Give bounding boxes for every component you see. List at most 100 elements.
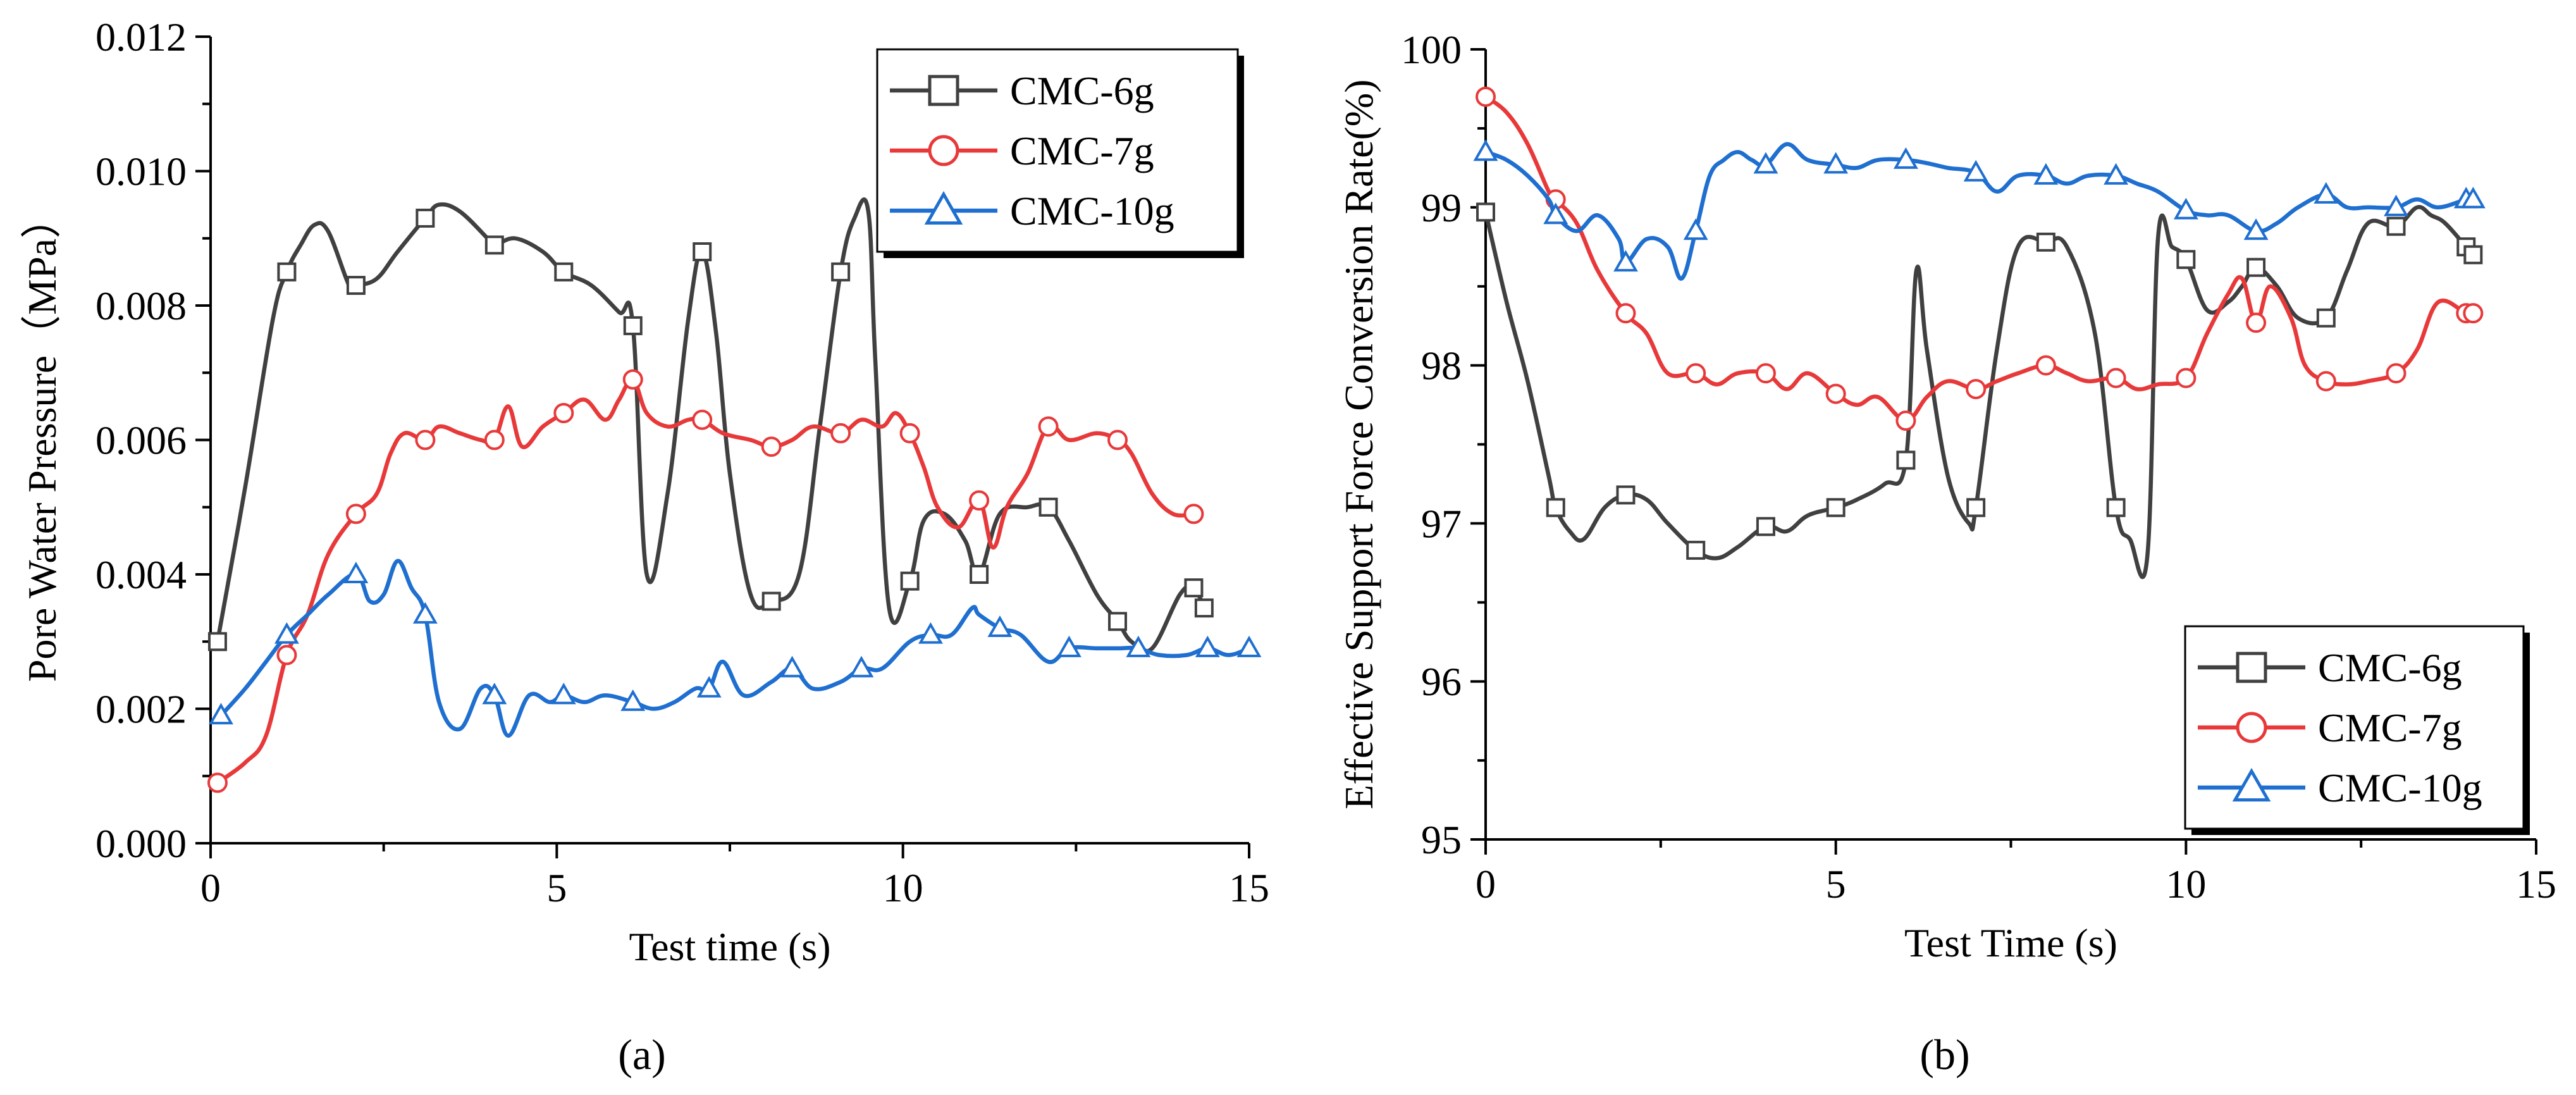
data-point-CMC-10g: [208, 703, 233, 725]
x-tick-label: 0: [200, 865, 221, 910]
data-point-CMC-10g: [918, 622, 943, 644]
data-point-CMC-6g: [1476, 202, 1495, 222]
y-tick-label: 96: [1421, 659, 1462, 704]
x-tick-label: 15: [2516, 862, 2556, 906]
x-tick-label: 5: [1826, 862, 1846, 906]
data-point-CMC-10g: [696, 676, 722, 698]
data-point-CMC-10g: [1963, 159, 1988, 182]
y-tick-label: 0.010: [96, 149, 187, 194]
data-point-CMC-6g: [2036, 232, 2055, 252]
data-point-CMC-6g: [1108, 612, 1128, 631]
legend-label: CMC-10g: [2318, 765, 2482, 810]
y-tick-label: 95: [1421, 817, 1462, 862]
series-CMC-10g: [1473, 139, 2486, 281]
data-point-CMC-6g: [1756, 517, 1775, 536]
data-point-CMC-6g: [1896, 450, 1916, 470]
series-line-CMC-6g: [1486, 205, 2475, 579]
legend-marker-CMC-7g: [2236, 712, 2267, 743]
data-point-CMC-10g: [1056, 635, 1082, 657]
data-point-CMC-7g: [1966, 379, 1987, 400]
legend: CMC-6g CMC-7g CMC-10g: [2184, 625, 2530, 835]
data-point-CMC-10g: [620, 689, 646, 711]
data-point-CMC-10g: [1236, 635, 1262, 657]
data-point-CMC-7g: [1685, 363, 1706, 384]
data-point-CMC-6g: [2106, 498, 2126, 517]
y-tick-label: 0.004: [96, 552, 187, 597]
x-tick-label: 10: [883, 865, 923, 910]
data-point-CMC-7g: [1038, 416, 1059, 437]
data-point-CMC-6g: [761, 591, 781, 611]
legend-label: CMC-7g: [2318, 705, 2462, 750]
series-CMC-7g: [207, 369, 1204, 793]
legend-label: CMC-7g: [1010, 128, 1154, 173]
legend-label: CMC-6g: [1010, 68, 1154, 113]
data-point-CMC-10g: [2033, 163, 2059, 185]
y-tick-label: 99: [1421, 185, 1462, 230]
data-point-CMC-10g: [1753, 152, 1778, 174]
data-point-CMC-7g: [2315, 371, 2336, 392]
data-point-CMC-6g: [2176, 250, 2196, 269]
data-point-CMC-6g: [1184, 578, 1204, 598]
y-tick-label: 0.012: [96, 15, 187, 59]
data-point-CMC-7g: [2246, 312, 2267, 333]
series-line-CMC-10g: [219, 559, 1252, 738]
x-axis-title: Test Time (s): [1904, 920, 2117, 965]
legend-marker-CMC-10g: [2232, 767, 2271, 801]
data-point-CMC-10g: [482, 683, 507, 705]
data-point-CMC-10g: [1473, 139, 1498, 161]
data-point-CMC-7g: [899, 423, 920, 443]
data-point-CMC-7g: [1755, 363, 1776, 384]
y-tick-label: 100: [1401, 27, 1462, 72]
x-tick-label: 5: [546, 865, 567, 910]
data-point-CMC-7g: [276, 645, 297, 665]
data-point-CMC-6g: [2463, 245, 2483, 264]
data-point-CMC-10g: [1126, 635, 1151, 657]
data-point-CMC-10g: [1543, 202, 1568, 225]
data-point-CMC-10g: [2173, 197, 2198, 220]
data-point-CMC-7g: [345, 504, 366, 524]
data-point-CMC-6g: [623, 316, 643, 335]
data-point-CMC-10g: [2314, 182, 2339, 204]
data-point-CMC-10g: [412, 602, 438, 624]
chart-panel-b: 0 5 10 15 95 96 97 98 99 100 Test Time (s) Effectiv…: [1336, 27, 2556, 965]
data-point-CMC-7g: [622, 369, 643, 390]
data-point-CMC-6g: [693, 242, 712, 261]
data-point-CMC-7g: [1825, 383, 1846, 404]
data-point-CMC-6g: [277, 262, 297, 281]
data-point-CMC-6g: [970, 565, 989, 584]
x-tick-label: 15: [1229, 865, 1269, 910]
legend-label: CMC-6g: [2318, 645, 2462, 690]
chart-panel-a: 0 5 10 15 0.000 0.002 0.004 0.006 0.008 0.010 0.01…: [20, 15, 1269, 969]
data-point-CMC-6g: [1966, 498, 1986, 517]
series-CMC-7g: [1476, 86, 2484, 431]
data-point-CMC-10g: [2243, 218, 2269, 240]
data-point-CMC-10g: [2104, 163, 2129, 185]
legend-marker-CMC-6g: [928, 75, 959, 106]
data-point-CMC-6g: [1546, 498, 1565, 517]
data-point-CMC-7g: [2176, 368, 2197, 388]
data-point-CMC-7g: [1107, 430, 1128, 450]
data-point-CMC-10g: [2384, 194, 2408, 216]
data-point-CMC-6g: [831, 262, 851, 281]
y-tick-label: 97: [1421, 501, 1462, 546]
data-point-CMC-6g: [416, 208, 435, 228]
data-point-CMC-6g: [1194, 598, 1214, 618]
data-point-CMC-10g: [274, 622, 299, 644]
data-point-CMC-6g: [900, 571, 920, 591]
data-point-CMC-6g: [346, 276, 366, 295]
data-point-CMC-7g: [692, 409, 713, 430]
data-point-CMC-10g: [2460, 187, 2486, 209]
data-point-CMC-6g: [1686, 540, 1706, 560]
data-point-CMC-10g: [1195, 635, 1220, 657]
data-point-CMC-6g: [554, 262, 574, 281]
data-point-CMC-7g: [2386, 363, 2407, 384]
data-point-CMC-7g: [2105, 368, 2126, 388]
y-tick-label: 0.002: [96, 687, 187, 732]
data-point-CMC-10g: [780, 655, 804, 677]
data-point-CMC-6g: [2316, 308, 2336, 328]
data-point-CMC-7g: [484, 430, 505, 450]
data-point-CMC-10g: [1683, 218, 1708, 240]
data-point-CMC-7g: [1476, 86, 1496, 107]
